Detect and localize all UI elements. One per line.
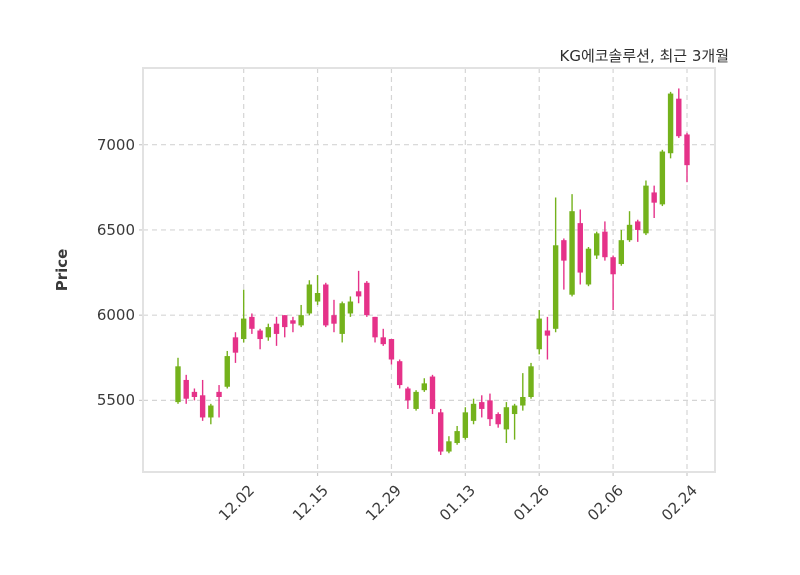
candle-body-down (216, 391, 222, 397)
candle-body-up (528, 366, 534, 397)
candle-body-down (651, 192, 657, 203)
y-tick-label: 6500 (96, 220, 135, 239)
candle-body-up (536, 318, 542, 350)
candle-body-down (544, 330, 551, 336)
y-tick-label: 5500 (96, 391, 135, 410)
candle-body-down (380, 337, 386, 345)
candle-body-up (347, 301, 354, 314)
candle-body-down (364, 282, 370, 316)
candle-body-down (323, 284, 329, 326)
chart-title: KG에코솔루션, 최근 3개월 (559, 47, 729, 65)
candle-body-down (602, 231, 608, 258)
candle-body-up (175, 366, 181, 403)
candle-body-down (372, 316, 378, 338)
candle-body-up (224, 356, 230, 387)
candle-body-down (183, 379, 189, 399)
candle-body-up (618, 240, 625, 265)
candle-body-down (495, 414, 501, 425)
candle-body-up (520, 396, 526, 406)
candle-body-up (569, 211, 575, 295)
candle-body-down (676, 98, 682, 137)
candle-body-up (659, 151, 666, 205)
candle-body-down (429, 376, 436, 409)
candle-body-up (462, 412, 469, 438)
candle-body-down (405, 388, 411, 401)
candle-body-up (511, 405, 518, 415)
candle-body-up (585, 248, 592, 285)
candle-body-up (314, 293, 321, 302)
candle-body-down (487, 400, 493, 420)
candle-body-up (265, 327, 272, 338)
candle-body-down (635, 221, 641, 230)
candle-body-up (552, 245, 559, 329)
candle-body-up (643, 185, 649, 234)
candle-body-up (208, 405, 214, 418)
candle-body-down (561, 240, 567, 261)
candle-body-down (577, 223, 583, 273)
candle-body-up (298, 315, 304, 326)
candle-body-down (199, 395, 206, 418)
candle-body-up (667, 93, 674, 154)
candle-body-down (610, 257, 616, 275)
candle-body-down (684, 134, 690, 166)
axes-frame (142, 67, 716, 473)
candle-body-up (421, 383, 427, 391)
candle-body-down (438, 412, 444, 452)
candle-body-up (593, 233, 600, 256)
candle-body-down (355, 291, 362, 297)
candle-body-up (503, 407, 510, 430)
candle-body-up (470, 403, 477, 421)
candle-body-down (232, 337, 239, 353)
candle-body-up (413, 391, 419, 409)
candle-body-down (479, 402, 485, 409)
candle-body-down (257, 330, 263, 340)
candle-body-up (240, 318, 247, 340)
candle-body-down (396, 361, 403, 386)
candle-body-up (446, 441, 452, 452)
candle-body-down (331, 315, 337, 324)
y-tick-label: 6000 (96, 306, 135, 325)
candle-body-up (626, 224, 633, 241)
y-tick-label: 7000 (96, 135, 135, 154)
candle-body-up (454, 431, 460, 444)
candle-body-down (290, 320, 296, 324)
candle-body-up (339, 303, 345, 334)
candle-body-down (249, 316, 255, 329)
candle-body-down (273, 323, 280, 334)
candle-body-down (282, 315, 288, 328)
candle-body-up (306, 284, 313, 314)
candle-body-down (388, 339, 395, 360)
candle-body-down (191, 391, 198, 397)
